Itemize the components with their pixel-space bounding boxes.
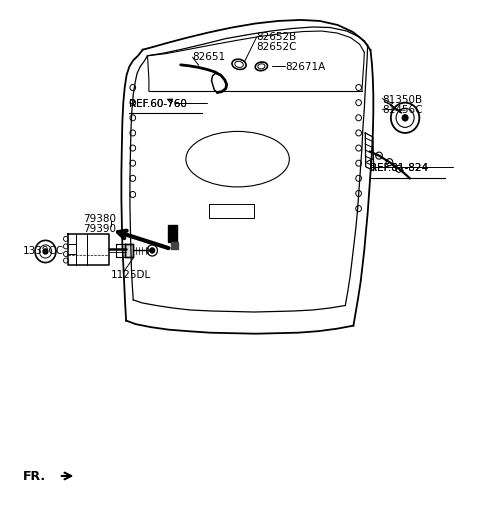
Text: REF.60-760: REF.60-760 xyxy=(129,98,186,108)
Text: REF.60-760: REF.60-760 xyxy=(129,98,186,108)
Text: 81350B: 81350B xyxy=(383,95,422,104)
Polygon shape xyxy=(125,244,133,258)
Circle shape xyxy=(150,248,155,253)
Text: 1339CC: 1339CC xyxy=(23,245,64,256)
Text: 82652B: 82652B xyxy=(257,32,297,42)
Text: 81456C: 81456C xyxy=(383,105,423,115)
Text: 82652C: 82652C xyxy=(257,42,297,51)
Circle shape xyxy=(402,116,408,122)
Polygon shape xyxy=(168,225,178,242)
Text: 79390: 79390 xyxy=(84,223,117,233)
Text: 79380: 79380 xyxy=(84,213,117,223)
Text: 82671A: 82671A xyxy=(285,62,325,72)
Circle shape xyxy=(43,249,48,254)
Polygon shape xyxy=(171,242,179,249)
Text: REF.81-824: REF.81-824 xyxy=(371,163,429,173)
Text: 1125DL: 1125DL xyxy=(111,270,151,279)
Text: FR.: FR. xyxy=(23,469,46,483)
Text: 82651: 82651 xyxy=(192,51,226,62)
Text: REF.81-824: REF.81-824 xyxy=(371,163,429,173)
